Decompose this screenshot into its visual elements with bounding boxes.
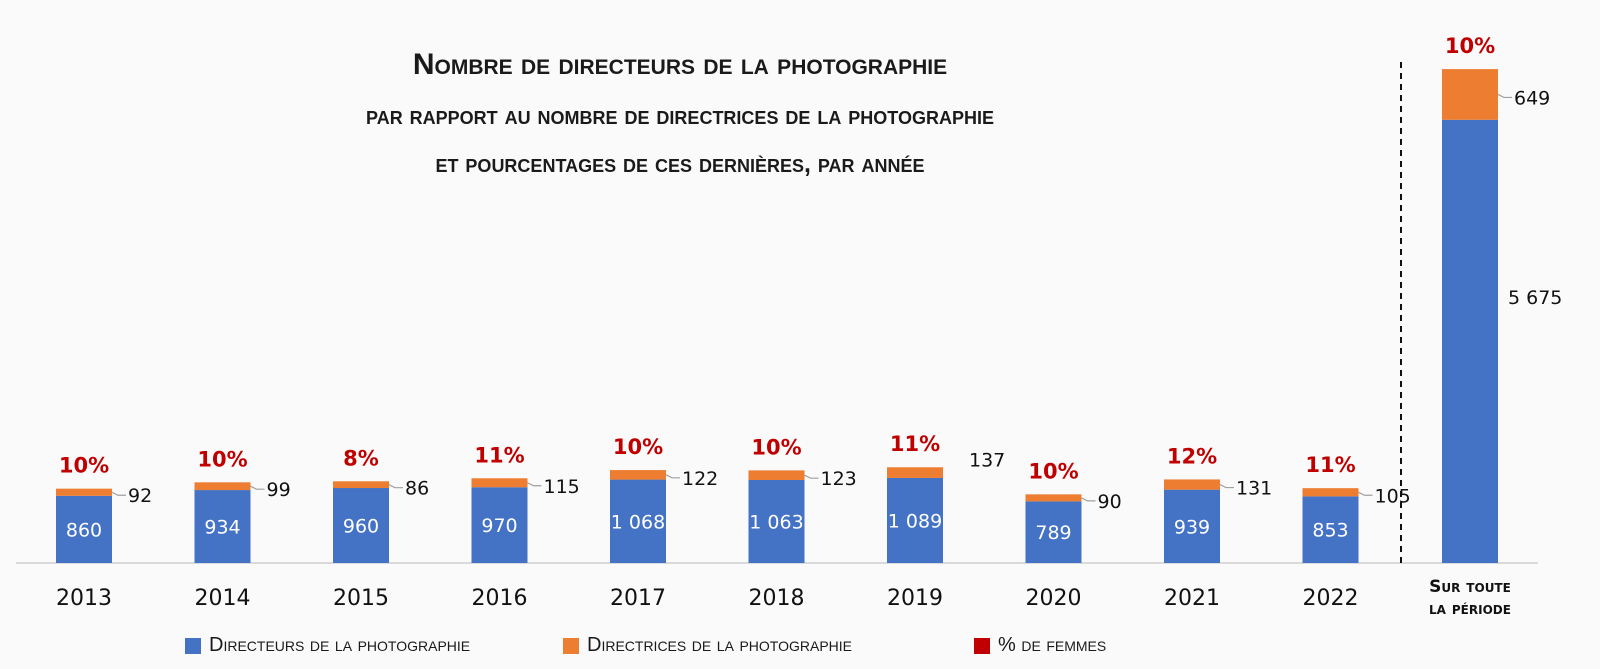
pct-label: 10% [197,447,247,471]
value-label-men: 1 068 [611,511,665,533]
leader-line [665,474,680,479]
pct-label: 10% [1028,459,1078,483]
bar-women [610,470,666,480]
leader-line [1497,93,1512,99]
value-label-women: 649 [1514,87,1550,109]
bar-women [333,481,389,489]
pct-label: 11% [890,432,940,456]
bar-women [1164,479,1220,490]
legend-item-women: Directrices de la photographie [563,634,852,657]
pct-label: 10% [751,435,801,459]
value-label-men: 860 [66,519,102,541]
bar-women [1025,494,1082,502]
legend-swatch-women [563,637,579,654]
category-label: 2015 [333,586,389,611]
legend-swatch-pct [974,637,990,654]
value-label-men: 934 [204,517,240,539]
bar-women [194,482,251,491]
value-label-women: 99 [267,479,291,501]
value-label-women: 131 [1236,478,1272,500]
legend-label-women: Directrices de la photographie [587,634,853,656]
category-label: Sur toute [1429,577,1511,597]
value-label-men: 853 [1312,520,1348,542]
category-label: 2016 [472,586,528,611]
pct-label: 11% [1305,453,1355,477]
legend-item-men: Directeurs de la photographie [185,634,470,657]
bar-women [1302,488,1359,497]
category-label: 2017 [610,586,666,611]
bar-men [748,479,805,563]
leader-line [527,482,542,487]
value-label-men: 5 675 [1508,287,1562,309]
value-label-men: 939 [1174,516,1210,538]
value-label-women: 90 [1098,491,1122,513]
pct-label: 10% [59,454,109,478]
bar-men [1302,496,1359,563]
leader-line [1219,484,1234,489]
pct-label: 8% [343,446,379,470]
pct-label: 12% [1167,444,1217,468]
value-label-men: 789 [1035,522,1071,544]
leader-line [1358,491,1373,496]
category-label: la période [1429,599,1511,619]
value-label-men: 960 [343,516,379,538]
value-label-women: 123 [821,468,857,490]
leader-line [250,485,265,490]
chart-title: Nombre de directeurs de la photographie [412,48,948,81]
category-label: 2021 [1164,586,1220,611]
bar-men [333,488,389,563]
category-label: 2020 [1026,586,1082,611]
bar-men [471,487,528,563]
category-label: 2022 [1303,586,1359,611]
leader-line [804,474,819,479]
category-label: 2019 [887,586,943,611]
bar-women [1442,69,1498,120]
category-label: 2018 [749,586,805,611]
bar-men [194,490,251,563]
bar-men [56,495,112,563]
bar-men [887,477,943,563]
chart-subtitle-1: par rapport au nombre de directrices de … [366,102,994,130]
leader-line [1081,497,1096,502]
value-label-men: 1 063 [749,511,803,533]
bar-men [610,479,666,563]
value-label-women: 86 [405,478,429,500]
pct-label: 10% [1445,34,1495,58]
pct-label: 11% [474,443,524,467]
category-label: 2014 [195,586,251,611]
category-label: 2013 [56,586,112,611]
legend-item-pct: % de femmes [974,634,1106,657]
bar-men [1025,501,1082,563]
bar-women [887,467,943,478]
value-label-women: 105 [1375,485,1411,507]
value-label-men: 970 [481,515,517,537]
leader-line [111,491,126,496]
legend-swatch-men [185,637,201,654]
chart-subtitle-2: et pourcentages de ces dernières, par an… [435,150,925,178]
legend-label-men: Directeurs de la photographie [209,634,471,656]
legend-label-pct: % de femmes [998,634,1107,656]
value-label-men: 1 089 [888,510,942,532]
value-label-women: 115 [544,476,580,498]
value-label-women: 92 [128,485,152,507]
bar-women [56,488,112,496]
pct-label: 10% [613,435,663,459]
leader-line [388,484,403,489]
bar-women [748,470,805,480]
value-label-women: 137 [969,450,1005,472]
bar-women [471,478,528,488]
value-label-women: 122 [682,468,718,490]
bar-men [1164,489,1220,563]
bar-men [1442,119,1498,563]
